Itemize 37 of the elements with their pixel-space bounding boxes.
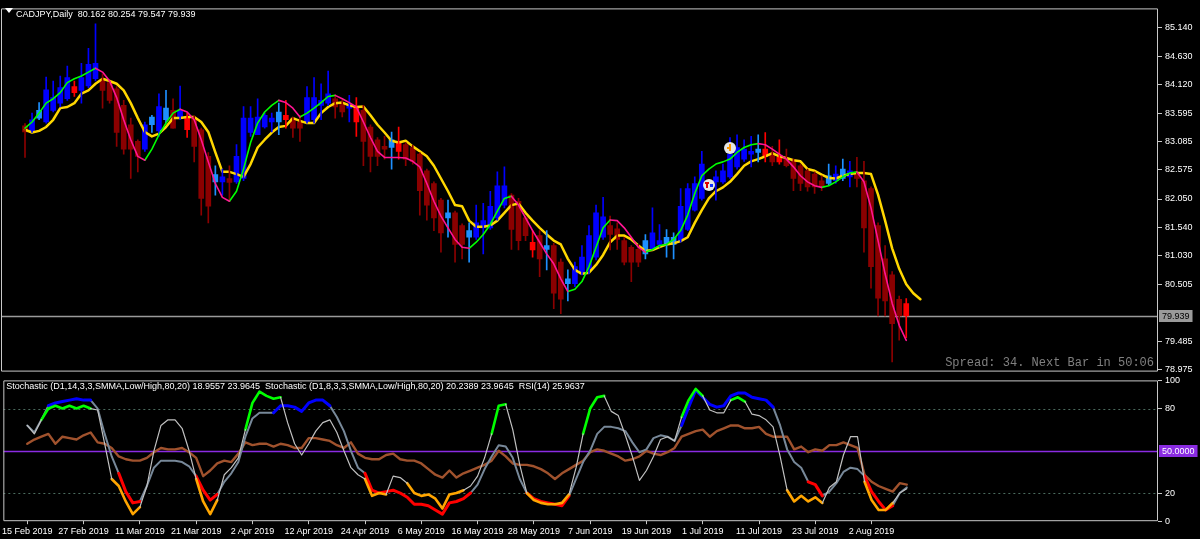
text: Spread: 34. Next Bar in 50:06 — [945, 355, 1154, 370]
ref-line-label: 50.0000 — [1162, 445, 1195, 456]
y-tick-label: 83.085 — [1165, 136, 1193, 147]
y-tick-label: 85.140 — [1165, 22, 1193, 33]
x-tick-label: 24 Apr 2019 — [340, 526, 390, 537]
x-tick-label: 2 Aug 2019 — [848, 526, 895, 537]
x-tick-label: 1 Jul 2019 — [681, 526, 724, 537]
chart-title: CADJPY,Daily 80.162 80.254 79.547 79.939 — [16, 9, 196, 20]
y-tick-label: 81.540 — [1165, 221, 1193, 232]
y-tick-label: 80.505 — [1165, 279, 1193, 290]
y-tick-label: 80 — [1165, 403, 1176, 414]
chart-title: Stochastic (D1,14,3,3,SMMA,Low/High,80,20) 18.9557 23.9645 Stochastic (D1,8,3,3,SMMA,Low/High,80,20) 20.2389 23.9645 RSI(14) 25.9637 — [6, 381, 585, 392]
y-tick-label: 82.575 — [1165, 164, 1193, 175]
x-tick-label: 15 Feb 2019 — [2, 526, 53, 537]
x-tick-label: 27 Feb 2019 — [58, 526, 109, 537]
x-tick-label: 11 Mar 2019 — [114, 526, 165, 537]
x-tick-label: 23 Jul 2019 — [792, 526, 839, 537]
x-tick-label: 2 Apr 2019 — [230, 526, 275, 537]
y-tick-label: 81.030 — [1165, 250, 1193, 260]
x-tick-label: 11 Jul 2019 — [736, 526, 782, 537]
y-tick-label: 78.975 — [1165, 363, 1193, 374]
ref-line-label: 79.939 — [1162, 310, 1190, 321]
x-tick-label: 28 May 2019 — [507, 526, 560, 537]
y-tick-label: 0 — [1165, 515, 1171, 526]
y-tick-label: 100 — [1165, 374, 1181, 385]
x-tick-label: 7 Jun 2019 — [567, 526, 613, 537]
x-tick-label: 12 Apr 2019 — [284, 526, 333, 537]
y-tick-label: 20 — [1165, 487, 1176, 498]
y-tick-label: 82.050 — [1165, 193, 1193, 204]
y-tick-label: 79.485 — [1165, 335, 1193, 346]
x-tick-label: 21 Mar 2019 — [170, 526, 222, 537]
x-tick-label: 6 May 2019 — [397, 526, 445, 537]
x-tick-label: 19 Jun 2019 — [621, 526, 672, 537]
y-tick-label: 84.630 — [1165, 50, 1193, 61]
x-tick-label: 16 May 2019 — [451, 526, 504, 537]
y-tick-label: 84.120 — [1165, 78, 1193, 89]
y-tick-label: 83.595 — [1165, 107, 1193, 118]
